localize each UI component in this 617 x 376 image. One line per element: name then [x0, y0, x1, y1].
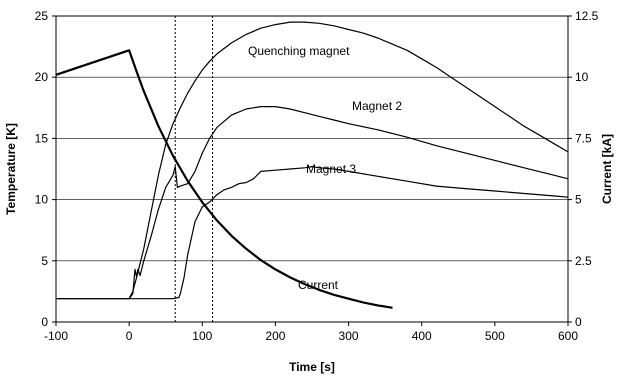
y-right-tick-labels: 0 2.5 5 7.5 10 12.5: [575, 9, 599, 329]
y-left-tick-labels: 0 5 10 15 20 25: [35, 9, 49, 329]
series-line-current: [56, 50, 393, 308]
y-tick-label: 20: [35, 70, 49, 84]
y2-tick-label: 12.5: [575, 9, 599, 23]
series-line-magnet-2: [56, 107, 568, 299]
x-tick-label: -100: [44, 329, 68, 343]
x-tick-label: 500: [485, 329, 505, 343]
series-label-current: Current: [298, 278, 339, 292]
y-tick-label: 5: [41, 254, 48, 268]
y2-tick-label: 7.5: [575, 131, 592, 145]
x-tick-label: 200: [265, 329, 285, 343]
y2-tick-label: 5: [575, 193, 582, 207]
x-tick-label: 600: [558, 329, 578, 343]
y2-tick-label: 0: [575, 315, 582, 329]
series-line-quenching-magnet: [129, 22, 568, 299]
y-tick-label: 0: [41, 315, 48, 329]
x-axis-title: Time [s]: [289, 360, 335, 374]
x-tick-labels: -100 0 100 200 300 400 500 600: [44, 329, 578, 343]
series-label-magnet-3: Magnet 3: [306, 162, 356, 176]
y2-tick-label: 10: [575, 70, 589, 84]
series-label-quenching-magnet: Quenching magnet: [248, 44, 350, 58]
x-tick-label: 0: [126, 329, 133, 343]
x-tick-label: 100: [192, 329, 212, 343]
x-tick-label: 300: [339, 329, 359, 343]
y-tick-label: 15: [35, 131, 49, 145]
y-axis-title-right: Current [kA]: [600, 134, 614, 204]
y2-tick-label: 2.5: [575, 254, 592, 268]
x-tick-label: 400: [412, 329, 432, 343]
y-tick-label: 10: [35, 193, 49, 207]
series-label-magnet-2: Magnet 2: [352, 99, 402, 113]
y-tick-label: 25: [35, 9, 49, 23]
y-axis-title-left: Temperature [K]: [4, 123, 18, 215]
